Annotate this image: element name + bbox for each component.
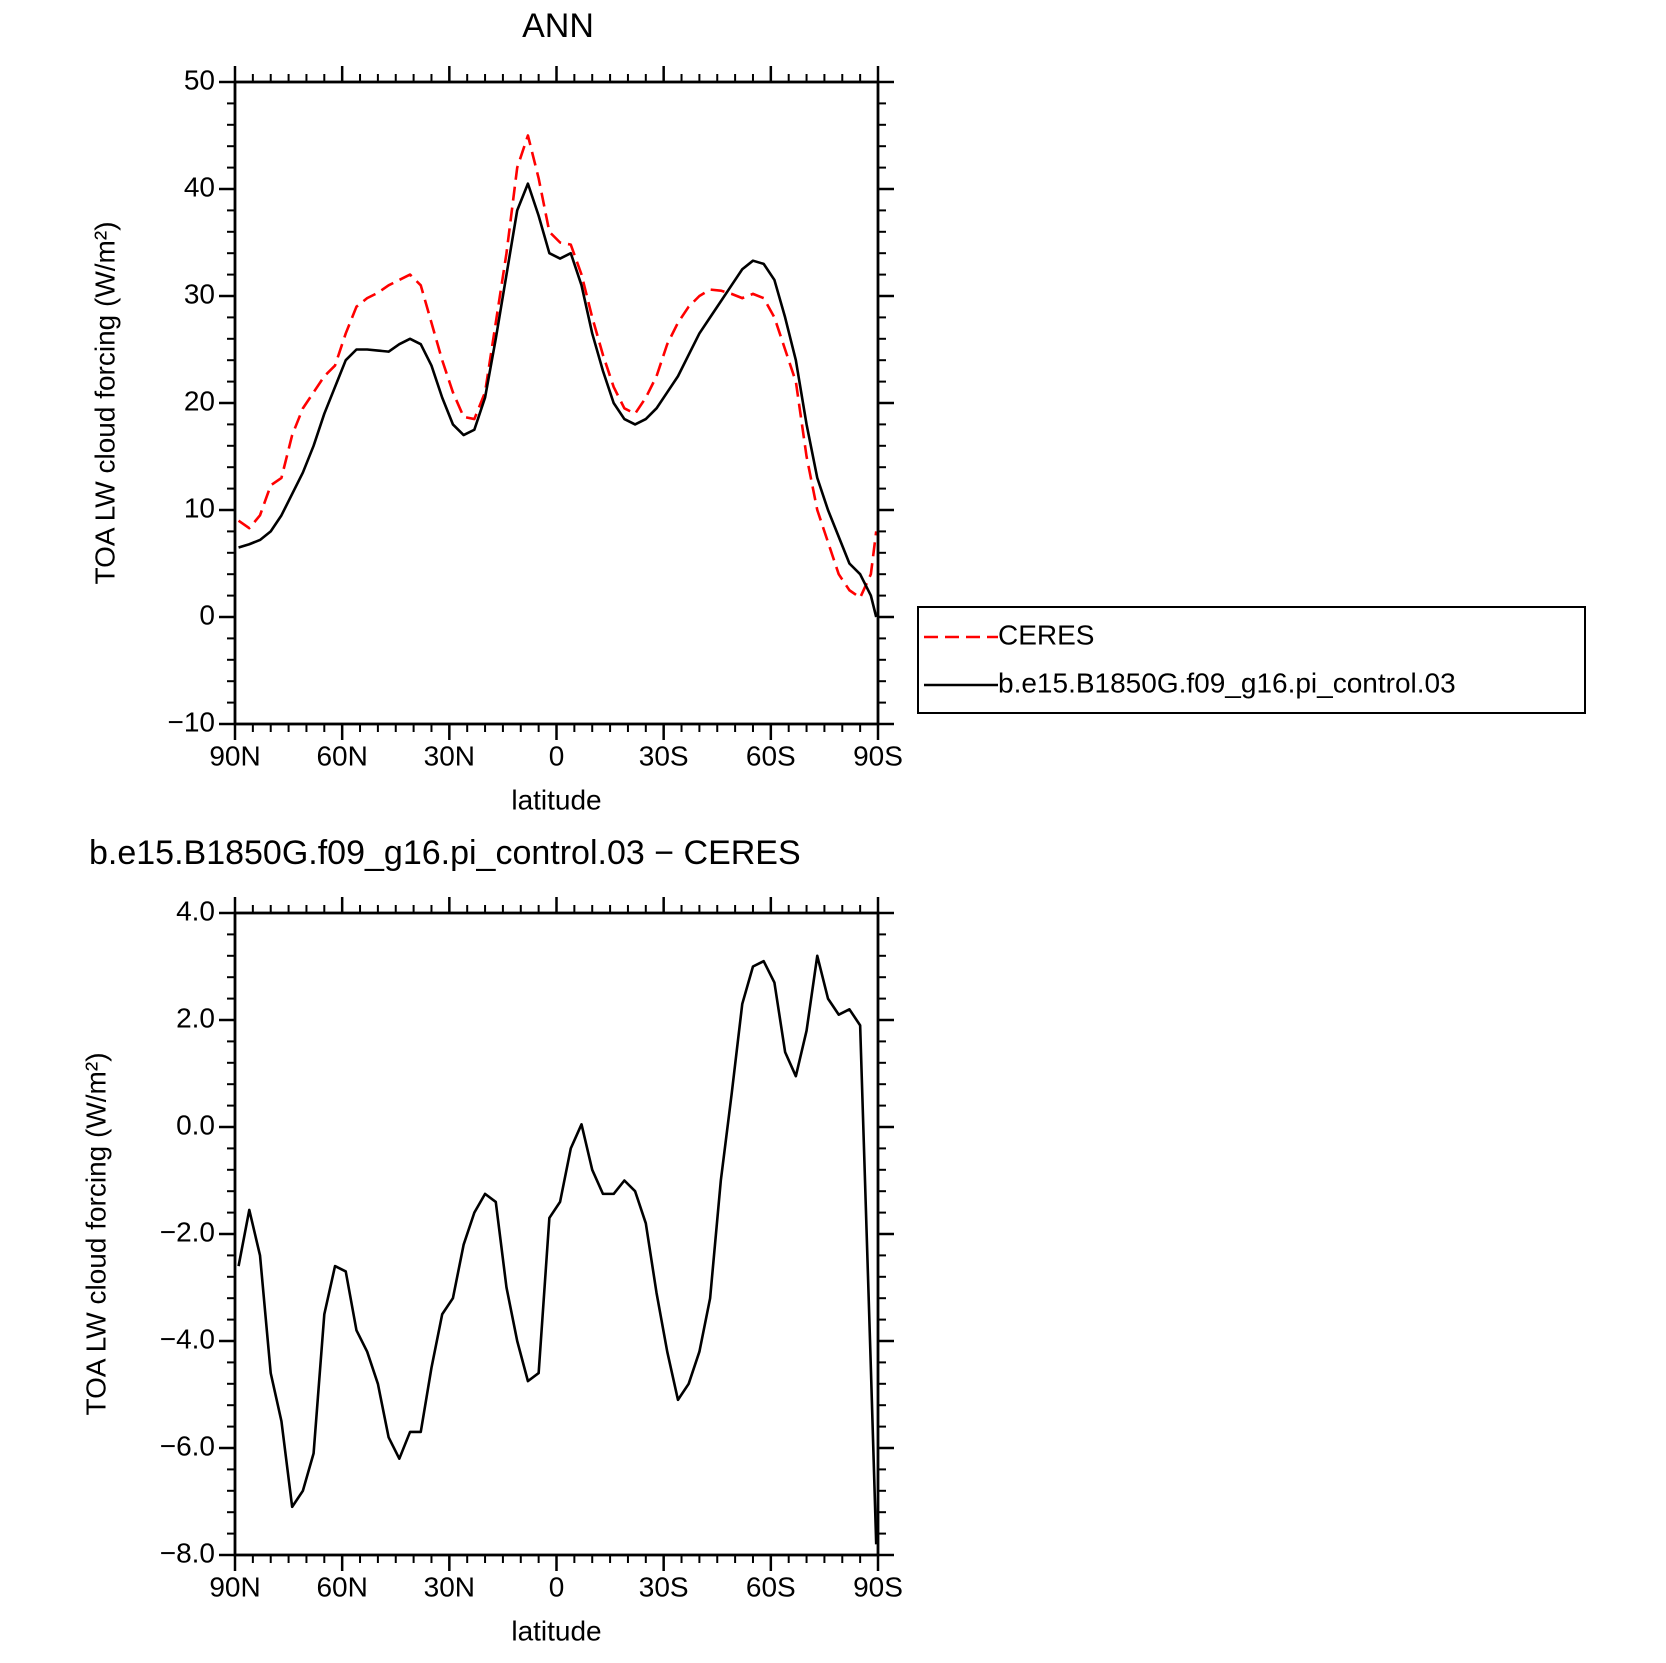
y-tick-label: 4.0 [176, 895, 215, 926]
plot-frame [233, 911, 880, 1557]
x-tick-label: 30N [424, 1571, 475, 1602]
plot-frame [233, 80, 880, 726]
data-line [237, 954, 878, 1545]
y-tick-label: −8.0 [160, 1537, 215, 1568]
chart-title: b.e15.B1850G.f09_g16.pi_control.03 − CER… [89, 834, 801, 872]
x-tick-label: 30N [424, 740, 475, 771]
chart-title: ANN [522, 7, 594, 45]
y-tick-label: −6.0 [160, 1430, 215, 1461]
y-tick-label: −2.0 [160, 1216, 215, 1247]
x-tick-label: 60N [316, 740, 367, 771]
y-tick-label: 0 [199, 599, 215, 630]
y-tick-label: 30 [184, 278, 215, 309]
legend-label: b.e15.B1850G.f09_g16.pi_control.03 [998, 667, 1456, 698]
x-tick-label: 0 [549, 740, 565, 771]
y-tick-label: 0.0 [176, 1109, 215, 1140]
x-axis-label: latitude [511, 1615, 601, 1646]
y-tick-label: 20 [184, 385, 215, 416]
x-tick-label: 60S [746, 1571, 796, 1602]
x-tick-label: 30S [639, 1571, 689, 1602]
y-tick-label: 50 [184, 64, 215, 95]
x-tick-label: 90N [209, 740, 260, 771]
legend-box [917, 606, 1586, 714]
y-tick-label: 40 [184, 171, 215, 202]
y-axis-label: TOA LW cloud forcing (W/m²) [89, 221, 120, 584]
x-tick-label: 90S [853, 740, 903, 771]
x-tick-label: 60N [316, 1571, 367, 1602]
y-axis-label: TOA LW cloud forcing (W/m²) [80, 1052, 111, 1415]
x-axis-label: latitude [511, 784, 601, 815]
y-tick-label: 10 [184, 492, 215, 523]
x-tick-label: 30S [639, 740, 689, 771]
x-tick-label: 0 [549, 1571, 565, 1602]
x-tick-label: 90S [853, 1571, 903, 1602]
data-line [238, 182, 878, 618]
x-tick-label: 60S [746, 740, 796, 771]
data-line [237, 134, 878, 600]
y-tick-label: 2.0 [176, 1002, 215, 1033]
x-tick-label: 90N [209, 1571, 260, 1602]
y-tick-label: −4.0 [160, 1323, 215, 1354]
legend-label: CERES [998, 619, 1094, 650]
y-tick-label: −10 [168, 706, 216, 737]
